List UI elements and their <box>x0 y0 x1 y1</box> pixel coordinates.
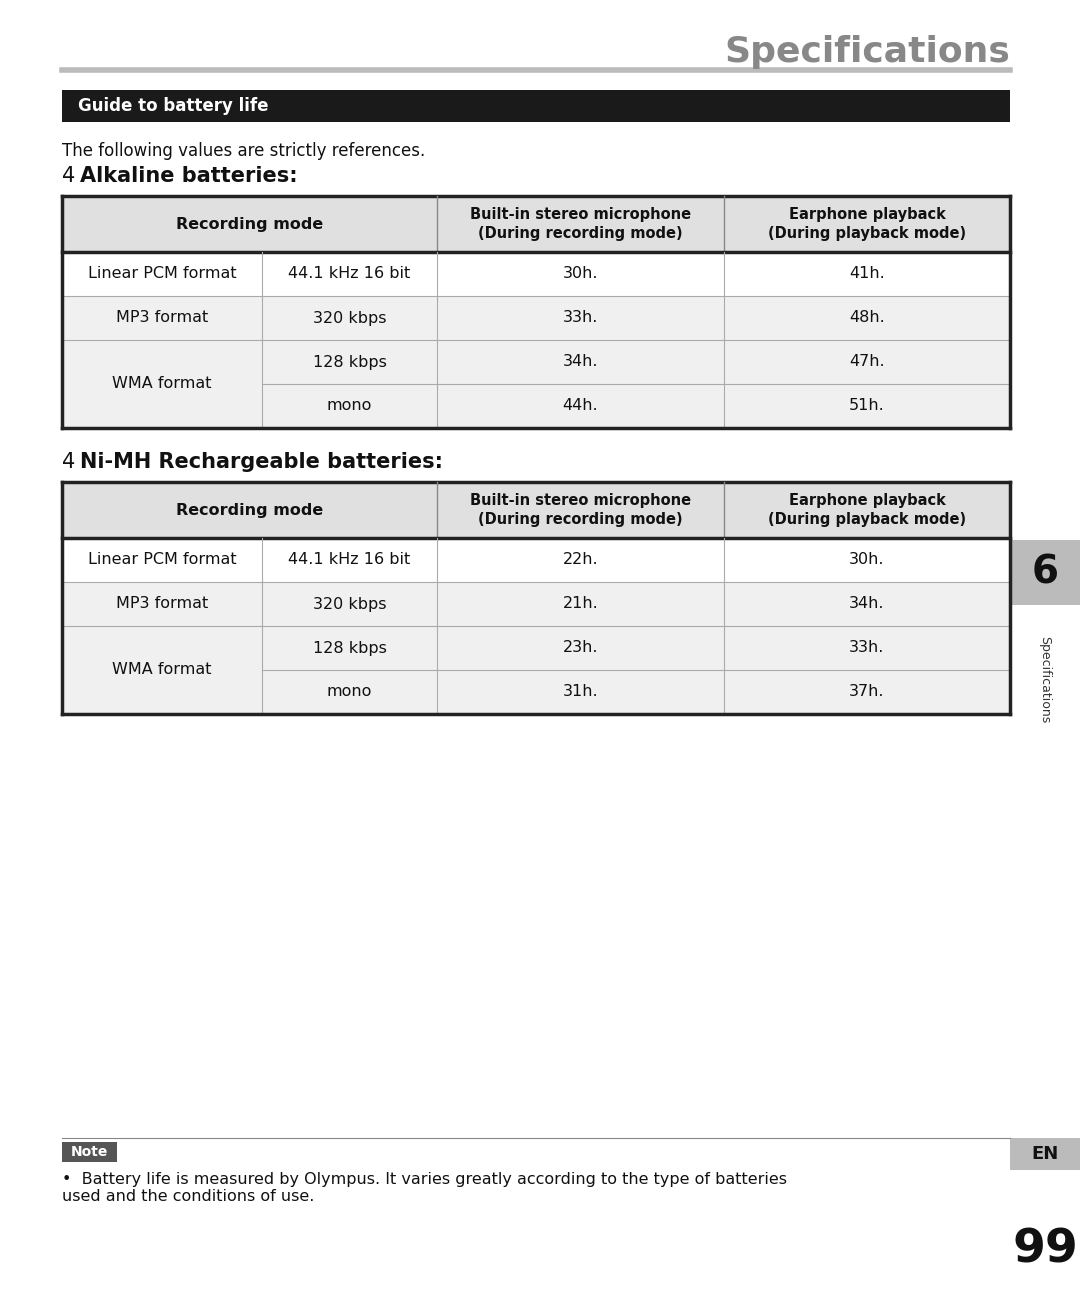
Text: MP3 format: MP3 format <box>116 310 208 325</box>
Text: 128 kbps: 128 kbps <box>312 355 387 369</box>
Text: 33h.: 33h. <box>849 641 885 655</box>
Bar <box>724 296 1010 341</box>
Text: 37h.: 37h. <box>849 685 885 700</box>
Text: 31h.: 31h. <box>563 685 598 700</box>
Bar <box>724 538 1010 582</box>
Bar <box>437 296 724 341</box>
Text: 44.1 kHz 16 bit: 44.1 kHz 16 bit <box>288 553 410 567</box>
Text: Earphone playback
(During playback mode): Earphone playback (During playback mode) <box>768 207 967 241</box>
Text: 30h.: 30h. <box>849 553 885 567</box>
Bar <box>262 582 437 626</box>
Text: 30h.: 30h. <box>563 266 598 282</box>
Bar <box>262 296 437 341</box>
Text: 21h.: 21h. <box>563 596 598 612</box>
Bar <box>724 626 1010 669</box>
Bar <box>437 341 724 384</box>
Text: 33h.: 33h. <box>563 310 598 325</box>
Text: MP3 format: MP3 format <box>116 596 208 612</box>
Bar <box>62 626 262 714</box>
Bar <box>262 538 437 582</box>
Bar <box>437 626 724 669</box>
Bar <box>437 669 724 714</box>
Bar <box>62 482 1010 538</box>
Text: 41h.: 41h. <box>849 266 885 282</box>
Text: WMA format: WMA format <box>112 663 212 677</box>
Text: EN: EN <box>1031 1145 1058 1163</box>
Bar <box>262 669 437 714</box>
Text: 22h.: 22h. <box>563 553 598 567</box>
Text: 4: 4 <box>62 452 82 472</box>
Bar <box>62 252 262 296</box>
Bar <box>62 296 262 341</box>
Bar <box>437 252 724 296</box>
Text: 6: 6 <box>1031 554 1058 592</box>
Bar <box>262 341 437 384</box>
Text: Note: Note <box>71 1145 108 1159</box>
Bar <box>62 1142 117 1162</box>
Text: 4: 4 <box>62 166 82 186</box>
Text: Specifications: Specifications <box>1039 637 1052 723</box>
Text: 23h.: 23h. <box>563 641 598 655</box>
Text: Earphone playback
(During playback mode): Earphone playback (During playback mode) <box>768 493 967 527</box>
Text: Ni-MH Rechargeable batteries:: Ni-MH Rechargeable batteries: <box>80 452 443 472</box>
Text: 44h.: 44h. <box>563 398 598 414</box>
Bar <box>437 582 724 626</box>
Bar <box>262 384 437 428</box>
Text: Guide to battery life: Guide to battery life <box>78 97 269 115</box>
Text: 128 kbps: 128 kbps <box>312 641 387 655</box>
Text: Built-in stereo microphone
(During recording mode): Built-in stereo microphone (During recor… <box>470 207 691 241</box>
Bar <box>1010 1138 1080 1170</box>
Bar <box>62 196 1010 252</box>
Text: 48h.: 48h. <box>849 310 885 325</box>
Text: Linear PCM format: Linear PCM format <box>87 266 237 282</box>
Bar <box>724 582 1010 626</box>
Bar <box>724 252 1010 296</box>
Text: WMA format: WMA format <box>112 376 212 392</box>
Bar <box>437 384 724 428</box>
Bar <box>262 626 437 669</box>
Text: Alkaline batteries:: Alkaline batteries: <box>80 166 298 186</box>
Text: Recording mode: Recording mode <box>176 216 323 232</box>
Bar <box>724 341 1010 384</box>
Text: 44.1 kHz 16 bit: 44.1 kHz 16 bit <box>288 266 410 282</box>
Text: Built-in stereo microphone
(During recording mode): Built-in stereo microphone (During recor… <box>470 493 691 527</box>
Text: 34h.: 34h. <box>849 596 885 612</box>
Text: 51h.: 51h. <box>849 398 885 414</box>
Text: Specifications: Specifications <box>724 35 1010 69</box>
Bar <box>724 384 1010 428</box>
Text: •  Battery life is measured by Olympus. It varies greatly according to the type : • Battery life is measured by Olympus. I… <box>62 1172 787 1204</box>
Bar <box>62 582 262 626</box>
Text: mono: mono <box>327 398 373 414</box>
Text: 320 kbps: 320 kbps <box>313 596 387 612</box>
Text: Linear PCM format: Linear PCM format <box>87 553 237 567</box>
Bar <box>62 341 262 428</box>
Bar <box>724 669 1010 714</box>
Text: mono: mono <box>327 685 373 700</box>
Text: 47h.: 47h. <box>849 355 885 369</box>
Text: 34h.: 34h. <box>563 355 598 369</box>
Text: 99: 99 <box>1012 1227 1078 1272</box>
Bar <box>62 90 1010 122</box>
Bar <box>62 538 262 582</box>
Bar <box>1010 540 1080 605</box>
Bar <box>262 252 437 296</box>
Text: Recording mode: Recording mode <box>176 503 323 517</box>
Text: 320 kbps: 320 kbps <box>313 310 387 325</box>
Bar <box>437 538 724 582</box>
Text: The following values are strictly references.: The following values are strictly refere… <box>62 141 426 160</box>
